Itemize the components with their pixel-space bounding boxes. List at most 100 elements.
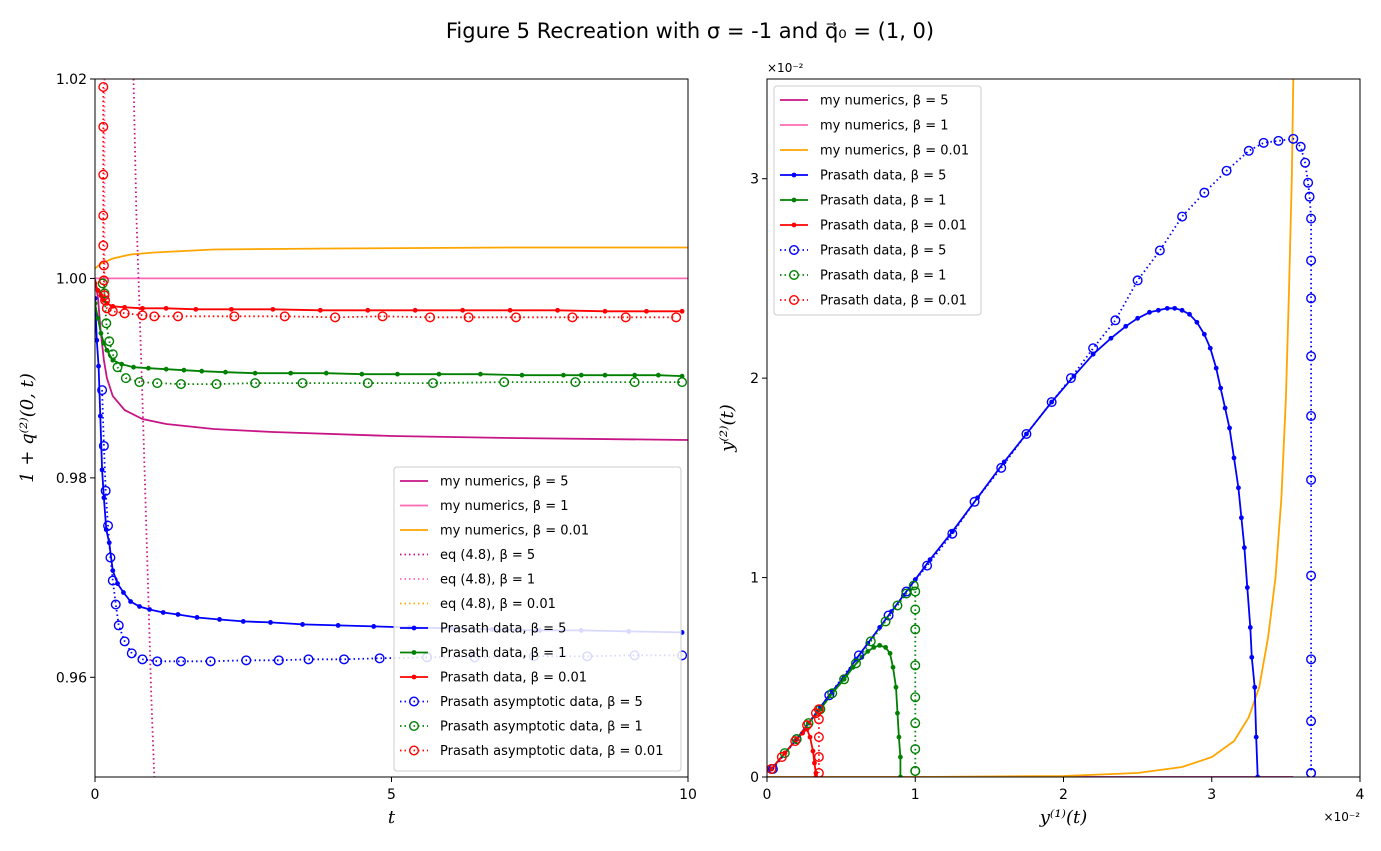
data-point bbox=[1024, 431, 1029, 437]
data-point bbox=[910, 718, 921, 729]
legend-label-9: Prasath asymptotic data, β = 5 bbox=[440, 695, 643, 710]
y-axis-label: y⁽²⁾(t) bbox=[717, 404, 738, 453]
legend-marker bbox=[409, 696, 420, 707]
data-point bbox=[893, 684, 899, 690]
data-point bbox=[101, 318, 112, 329]
series-line-6 bbox=[772, 137, 1312, 773]
data-point bbox=[1243, 145, 1254, 156]
data-point bbox=[223, 369, 228, 375]
data-point bbox=[300, 622, 305, 627]
data-point bbox=[1306, 351, 1317, 362]
data-point bbox=[1222, 405, 1228, 411]
data-point bbox=[425, 312, 436, 323]
data-point bbox=[107, 575, 118, 586]
data-point bbox=[98, 260, 109, 271]
data-point bbox=[137, 310, 148, 321]
data-point bbox=[98, 275, 109, 286]
data-point bbox=[800, 730, 805, 736]
x-tick-label: 4 bbox=[1356, 787, 1365, 803]
data-point bbox=[865, 648, 871, 654]
data-point bbox=[362, 378, 373, 389]
data-point bbox=[152, 656, 163, 667]
data-point bbox=[1306, 716, 1317, 727]
data-point bbox=[1304, 191, 1315, 202]
legend-label-10: Prasath asymptotic data, β = 1 bbox=[440, 720, 643, 735]
data-point bbox=[1147, 309, 1152, 315]
data-point bbox=[193, 306, 199, 312]
legend-marker bbox=[411, 674, 417, 680]
data-point bbox=[98, 210, 109, 221]
data-point bbox=[175, 656, 186, 667]
data-point bbox=[140, 305, 145, 311]
data-point bbox=[813, 732, 824, 743]
data-point bbox=[803, 718, 814, 729]
data-point bbox=[460, 307, 466, 313]
data-point bbox=[110, 599, 121, 610]
data-point bbox=[119, 361, 125, 367]
data-point bbox=[97, 385, 108, 396]
data-point bbox=[1241, 545, 1247, 551]
data-point bbox=[629, 377, 640, 388]
data-point bbox=[95, 295, 98, 301]
data-point bbox=[895, 710, 900, 716]
data-point bbox=[1123, 323, 1129, 329]
data-point bbox=[101, 303, 112, 314]
data-point bbox=[969, 496, 980, 507]
legend-label-2: my numerics, β = 0.01 bbox=[820, 144, 969, 159]
data-point bbox=[149, 311, 160, 322]
data-point bbox=[883, 644, 888, 650]
data-point bbox=[632, 372, 638, 378]
y-tick-label: 1.00 bbox=[56, 271, 87, 287]
data-point bbox=[1049, 399, 1055, 405]
legend-label-11: Prasath asymptotic data, β = 0.01 bbox=[440, 744, 663, 759]
data-point bbox=[1306, 654, 1317, 665]
data-point bbox=[163, 366, 169, 372]
data-point bbox=[268, 620, 273, 625]
data-point bbox=[883, 610, 894, 621]
data-point bbox=[813, 714, 824, 725]
data-point bbox=[813, 704, 824, 715]
legend: my numerics, β = 5 my numerics, β = 1 my n… bbox=[393, 466, 682, 772]
data-point bbox=[1253, 734, 1259, 740]
data-point bbox=[279, 311, 290, 322]
data-point bbox=[98, 169, 109, 180]
data-point bbox=[228, 306, 234, 312]
data-point bbox=[910, 586, 921, 597]
legend-label-4: Prasath data, β = 1 bbox=[820, 194, 946, 209]
data-point bbox=[330, 312, 341, 323]
data-point bbox=[95, 315, 101, 321]
data-point bbox=[776, 752, 787, 763]
data-point bbox=[131, 364, 136, 370]
data-point bbox=[887, 650, 893, 656]
data-point bbox=[790, 736, 801, 747]
data-point bbox=[152, 378, 163, 389]
legend-label-8: Prasath data, β = 0.01 bbox=[440, 671, 587, 686]
data-point bbox=[908, 580, 919, 591]
data-point bbox=[1135, 315, 1141, 321]
data-point bbox=[241, 655, 252, 666]
data-point bbox=[98, 330, 104, 336]
data-point bbox=[252, 370, 258, 376]
data-point bbox=[175, 612, 181, 617]
data-point bbox=[677, 377, 688, 388]
data-point bbox=[1300, 157, 1311, 168]
figure-title: Figure 5 Recreation with σ = -1 and q⃗₀ … bbox=[446, 19, 934, 43]
data-point bbox=[791, 734, 802, 745]
data-point bbox=[119, 636, 130, 647]
data-point bbox=[567, 312, 578, 323]
data-point bbox=[850, 658, 861, 669]
legend-box bbox=[393, 466, 682, 772]
x-axis-label: y⁽¹⁾(t) bbox=[1039, 807, 1088, 828]
data-point bbox=[1108, 335, 1114, 341]
data-point bbox=[910, 692, 921, 703]
data-point bbox=[1306, 255, 1317, 266]
legend-marker bbox=[409, 745, 420, 756]
y-tick-label: 3 bbox=[750, 172, 759, 188]
data-point bbox=[898, 754, 903, 760]
data-point bbox=[578, 372, 584, 378]
data-point bbox=[297, 378, 308, 389]
data-point bbox=[163, 305, 169, 311]
data-point bbox=[1218, 385, 1224, 391]
data-point bbox=[1303, 177, 1314, 188]
data-point bbox=[890, 664, 896, 670]
